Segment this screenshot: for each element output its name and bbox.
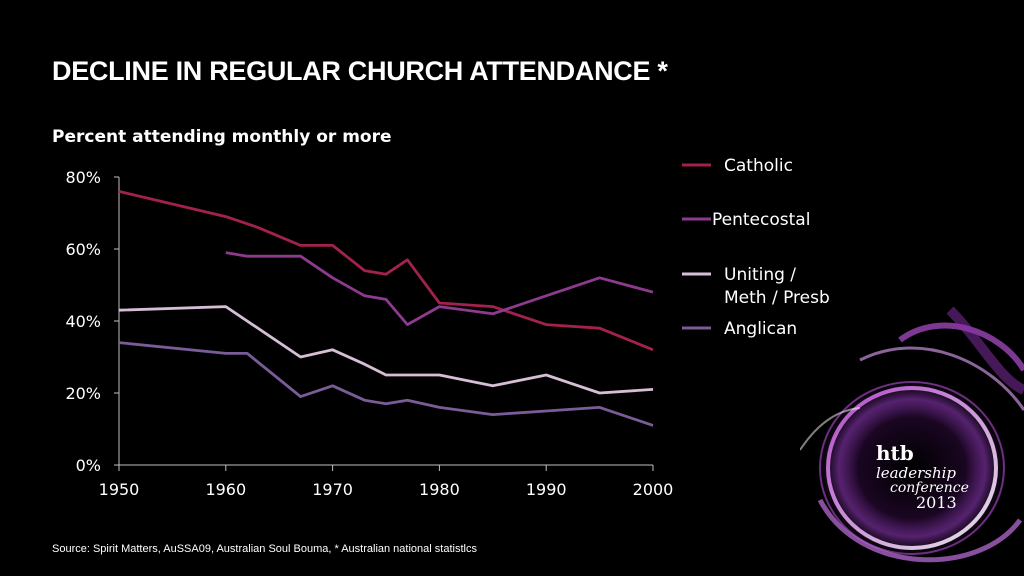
- series-line-anglican: [118, 341, 654, 427]
- y-tick-label: 60%: [65, 240, 101, 259]
- slide-title: DECLINE IN REGULAR CHURCH ATTENDANCE *: [52, 56, 668, 86]
- htb-logo: htb leadership conference 2013: [800, 306, 1024, 563]
- chart-subtitle: Percent attending monthly or more: [52, 127, 392, 147]
- chart-lines: [118, 190, 654, 427]
- x-tick-label: 1970: [312, 480, 353, 499]
- series-line-uniting-meth-presb: [118, 305, 654, 395]
- x-tick-label: 1990: [526, 480, 567, 499]
- x-tick-label: 1960: [205, 480, 246, 499]
- series-line-catholic: [118, 190, 654, 352]
- logo-line3: conference: [890, 480, 969, 496]
- chart-axes: 0% 20% 40% 60% 80% 1950 1960 1970 1980 1990 2000: [65, 168, 673, 499]
- legend-label-uniting-meth-presb: Uniting /: [724, 265, 796, 285]
- legend-label-anglican: Anglican: [724, 319, 797, 339]
- series-line-pentecostal: [225, 251, 654, 327]
- legend-label-catholic: Catholic: [724, 156, 793, 176]
- y-tick-label: 40%: [65, 312, 101, 331]
- x-tick-label: 1950: [99, 480, 140, 499]
- x-tick-label: 2000: [633, 480, 674, 499]
- y-tick-label: 20%: [65, 384, 101, 403]
- logo-line4: 2013: [916, 493, 957, 512]
- legend-label-uniting-meth-presb: Meth / Presb: [724, 288, 830, 308]
- logo-line1: htb: [876, 441, 914, 465]
- y-tick-label: 80%: [65, 168, 101, 187]
- x-tick-label: 1980: [419, 480, 460, 499]
- y-tick-label: 0%: [76, 456, 101, 475]
- legend-label-pentecostal: Pentecostal: [712, 210, 810, 230]
- source-note: Source: Spirit Matters, AuSSA09, Austral…: [52, 543, 477, 555]
- logo-line2: leadership: [876, 464, 956, 482]
- chart-legend: Catholic Pentecostal Uniting / Meth / Presb…: [682, 156, 830, 339]
